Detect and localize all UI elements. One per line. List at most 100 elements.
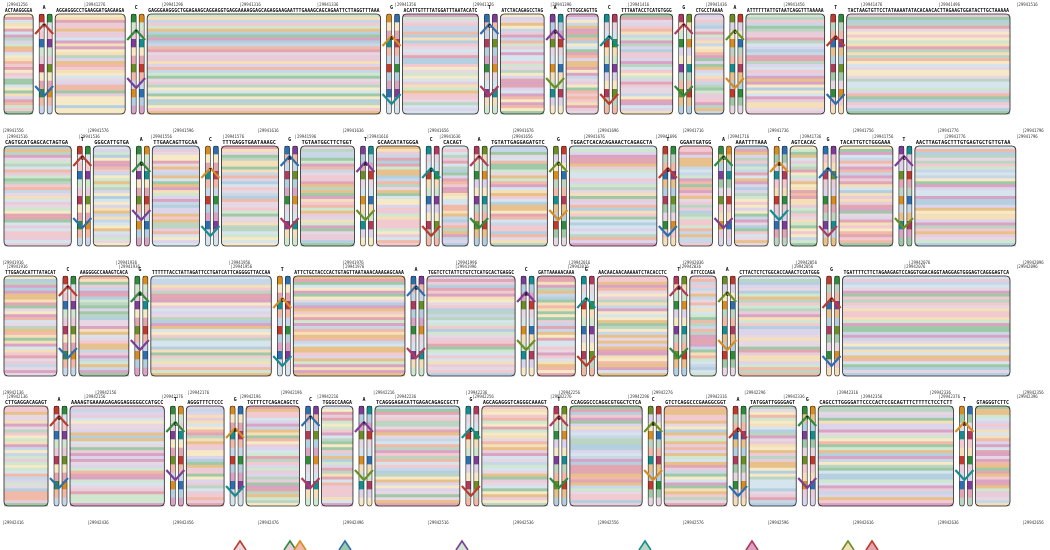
snp-bubble[interactable]: AG [406, 267, 426, 377]
snp-bubble[interactable]: TC [72, 137, 93, 247]
snp-bubble[interactable]: TA [355, 137, 376, 247]
sequence-node[interactable]: TGATTTTCTTCTAGAAGAGTCCAGGTGGACAGGTAAGGAG… [842, 270, 1011, 377]
snp-bubble[interactable]: CT [599, 5, 620, 115]
snp-bubble[interactable]: GA [130, 267, 150, 377]
sequence-node[interactable]: TATGGATTGGGGAGT [748, 400, 797, 507]
snp-bubble[interactable]: TC [272, 267, 293, 377]
sequence-node[interactable]: TGGACTCACACAGAAACTCAGAGCTA [568, 140, 658, 247]
sequence-node[interactable]: AAATTTTAAA [734, 140, 769, 247]
snp-bubble[interactable]: CA [643, 397, 663, 507]
snp-bubble[interactable]: TC [165, 397, 186, 507]
sequence-node[interactable]: TTGAACAGTTGCAA [151, 140, 200, 247]
sequence-node[interactable]: CTTGAGGACAGAGT [3, 400, 49, 507]
sequence-node[interactable]: CCAGGGCCCAGGCGTGGCTCTCA [569, 400, 643, 507]
snp-bubble[interactable]: AT [34, 5, 54, 115]
sequence-node[interactable]: TGTTTCTCAGACAGCTC [245, 400, 300, 507]
sequence-node[interactable]: ATCTACAGAGCCTAG [499, 8, 545, 115]
sequence-node[interactable]: TTTTTTACCTATTAGATTCCTGATCATTCAGGGGTTACCA… [150, 270, 272, 377]
sequence-node[interactable]: TGTATTGAGGAGATGTC [489, 140, 548, 247]
haplotype-path [842, 293, 1010, 297]
snp-bubble[interactable]: CT [200, 137, 221, 247]
snp-bubble[interactable]: AC [713, 137, 734, 247]
snp-bubble[interactable]: AG [131, 137, 152, 247]
snp-bubble[interactable]: TC [894, 137, 914, 247]
snp-bubble[interactable]: GT [797, 397, 818, 507]
snp-bubble[interactable]: TA [954, 397, 975, 507]
sequence-node[interactable]: GAGGGAAGGGCTGGAGAAGCAGGAGGTGAGGAAAAGGAGC… [146, 8, 381, 115]
snp-bubble[interactable]: CT [126, 5, 146, 115]
haplotype-path [293, 281, 405, 286]
snp-bubble[interactable]: GC [548, 137, 569, 247]
snp-bubble[interactable]: CT [300, 397, 321, 507]
sequence-node[interactable]: TACTAAGTGTTCCTATAAAATATACACAACACTTAGAAGT… [846, 8, 1011, 115]
sequence-node[interactable]: AGCAGAGGGTCAGGGCAAAGT [481, 400, 549, 507]
snp-bubble[interactable]: TG [549, 397, 569, 507]
sequence-node[interactable]: AGGAGGGCCTGAAGGATGAGAAGA [54, 8, 126, 115]
snp-bubble[interactable]: GC [461, 397, 481, 507]
haplotype-path [569, 178, 657, 182]
sequence-node[interactable]: ATTTTTTATTGTAATCAGGTTTAAAAA [745, 8, 826, 115]
sequence-node[interactable]: TGGGCCAAGA [321, 400, 354, 507]
snp-bubble[interactable]: GA [279, 137, 300, 247]
snp-bubble[interactable]: GA [381, 5, 402, 115]
sequence-node[interactable]: AACTTAGTAGCTTTGTGAGTGCTGTTGTAA [914, 140, 1017, 247]
snp-bubble[interactable]: AC [725, 5, 745, 115]
haplotype-path [426, 343, 516, 347]
sequence-node[interactable]: TACATTGTCTGGGAAA [838, 140, 894, 247]
snp-bubble[interactable]: CA [769, 137, 789, 247]
haplotype-path [842, 331, 1010, 336]
sequence-node[interactable]: AAGGGGCCAAAGTCACA [78, 270, 130, 377]
sequence-node[interactable]: TTTGAGGTGAATAAAGC [221, 140, 279, 247]
sequence-node[interactable]: GGAATGATGG [678, 140, 713, 247]
sequence-node[interactable]: AACAACAACAAAAATCTACACCTC [596, 270, 669, 377]
allele-outline [142, 275, 149, 377]
snp-bubble[interactable]: GC [821, 267, 842, 377]
snp-bubble[interactable]: TG [658, 137, 678, 247]
haplotype-path [70, 500, 165, 504]
snp-bubble[interactable]: AG [545, 5, 565, 115]
sequence-node[interactable]: ATTCCCAGA [689, 270, 717, 377]
snp-bubble[interactable]: TG [825, 5, 846, 115]
sequence-node[interactable]: GATTAAAAACAAA [536, 270, 576, 377]
snp-bubble[interactable]: AT [469, 137, 489, 247]
sequence-node[interactable]: AGTCACAC [789, 140, 818, 247]
snp-bubble[interactable]: GA [225, 397, 245, 507]
sequence-node[interactable]: CTTACTCTCTGGCACCAAACTCCATGGG [737, 270, 821, 377]
sequence-node[interactable]: CTGCCTAAAA [694, 8, 725, 115]
snp-bubble[interactable]: CT [58, 267, 78, 377]
snp-bubble[interactable]: AC [728, 397, 748, 507]
sequence-node[interactable]: CTTGGCAGTTG [565, 8, 599, 115]
sequence-node[interactable]: GTAGGGTCTTC [975, 400, 1011, 507]
sequence-node[interactable]: GTCTCAGGCCCGAAGGCGGT [663, 400, 728, 507]
snp-bubble[interactable]: AT [354, 397, 374, 507]
sequence-node[interactable]: TTTAATACCTCATGTGGG [619, 8, 674, 115]
snp-bubble[interactable]: GT [576, 267, 597, 377]
snp-bubble[interactable]: GT [818, 137, 838, 247]
snp-bubble[interactable]: CG [421, 137, 441, 247]
sequence-node[interactable]: CAGTGCATGAGCACTAGTGA [3, 140, 72, 247]
sequence-node[interactable]: GGGCATTGTGA [92, 140, 131, 247]
sequence-node[interactable]: TGGTCTCTATTCTGTCTCATGCACTGAGGC [426, 270, 516, 377]
sequence-node[interactable]: TGTAATGGCTTCTGGT [300, 140, 355, 247]
haplotype-path [839, 193, 893, 197]
snp-bubble[interactable]: GT [673, 5, 694, 115]
sequence-node[interactable]: TTGGACACATTTATACAT [3, 270, 58, 377]
snp-bubble[interactable]: CA [516, 267, 536, 377]
sequence-node[interactable]: GCAACATATGGGA [376, 140, 421, 247]
snp-bubble[interactable]: TC [479, 5, 500, 115]
sequence-node[interactable]: ACTAAGGGGA [3, 8, 34, 115]
sequence-node[interactable]: CAGCCTTGGGGATTCCCCACTCCGCAGTTTCTTTTCTCCT… [817, 400, 954, 507]
snp-bubble[interactable]: AC [717, 267, 738, 377]
sequence-node[interactable]: TCAGGGAGACATTGAGACAGAGCGCTT [374, 400, 461, 507]
sequence-node[interactable]: ATTCTGCTACCCACTGTAGTTAATAAACAAAGAGCAAA [292, 270, 406, 377]
haplotype-path [537, 355, 576, 359]
sequence-node[interactable]: AAAAGTGAAAAGAGAGGAGGGGGCCATGCC [69, 400, 165, 507]
snp-bubble[interactable]: AG [49, 397, 69, 507]
haplotype-path [293, 293, 405, 297]
sequence-node[interactable]: AGGGTTTCTCCC [185, 400, 225, 507]
allele-path [581, 317, 587, 327]
haplotype-path [975, 435, 1010, 439]
sequence-node[interactable]: CACAGT [441, 140, 469, 247]
snp-bubble[interactable]: TA [668, 267, 689, 377]
sequence-node[interactable]: ACATTGTTTTATGGATTTAATACATC [402, 8, 479, 115]
